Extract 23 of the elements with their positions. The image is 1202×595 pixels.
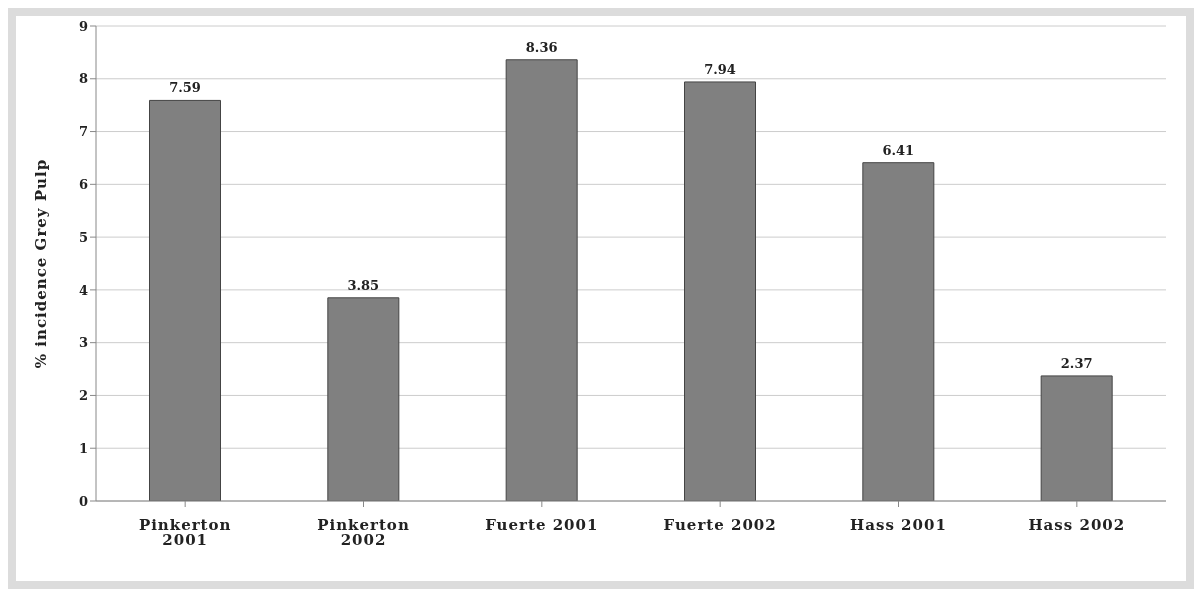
- y-tick-label: 6: [78, 176, 88, 192]
- y-tick-label: 8: [78, 71, 88, 87]
- y-tick-label: 9: [78, 18, 88, 34]
- data-label: 7.59: [169, 80, 201, 96]
- data-label: 3.85: [347, 277, 380, 293]
- x-tick-label: Hass 2001: [850, 515, 947, 534]
- y-tick-label: 1: [78, 440, 88, 456]
- data-label: 6.41: [882, 142, 915, 158]
- data-label: 2.37: [1060, 355, 1093, 371]
- x-tick-label: Pinkerton 2002: [317, 515, 410, 549]
- x-tick-label: Fuerte 2001: [485, 515, 599, 534]
- y-tick-label: 7: [78, 124, 88, 140]
- y-tick-label: 0: [78, 493, 88, 509]
- x-tick-label: Hass 2002: [1028, 515, 1126, 534]
- y-tick-label: 5: [78, 229, 88, 245]
- y-tick-label: 3: [78, 335, 88, 351]
- data-label: 8.36: [525, 39, 558, 55]
- y-tick-label: 2: [78, 388, 88, 404]
- y-axis-title: % incidence Grey Pulp: [32, 158, 51, 369]
- x-tick-label: Fuerte 2002: [663, 515, 777, 534]
- y-tick-label: 4: [78, 282, 88, 298]
- x-tick-label: Pinkerton 2001: [138, 515, 232, 549]
- data-label: 7.94: [704, 61, 736, 77]
